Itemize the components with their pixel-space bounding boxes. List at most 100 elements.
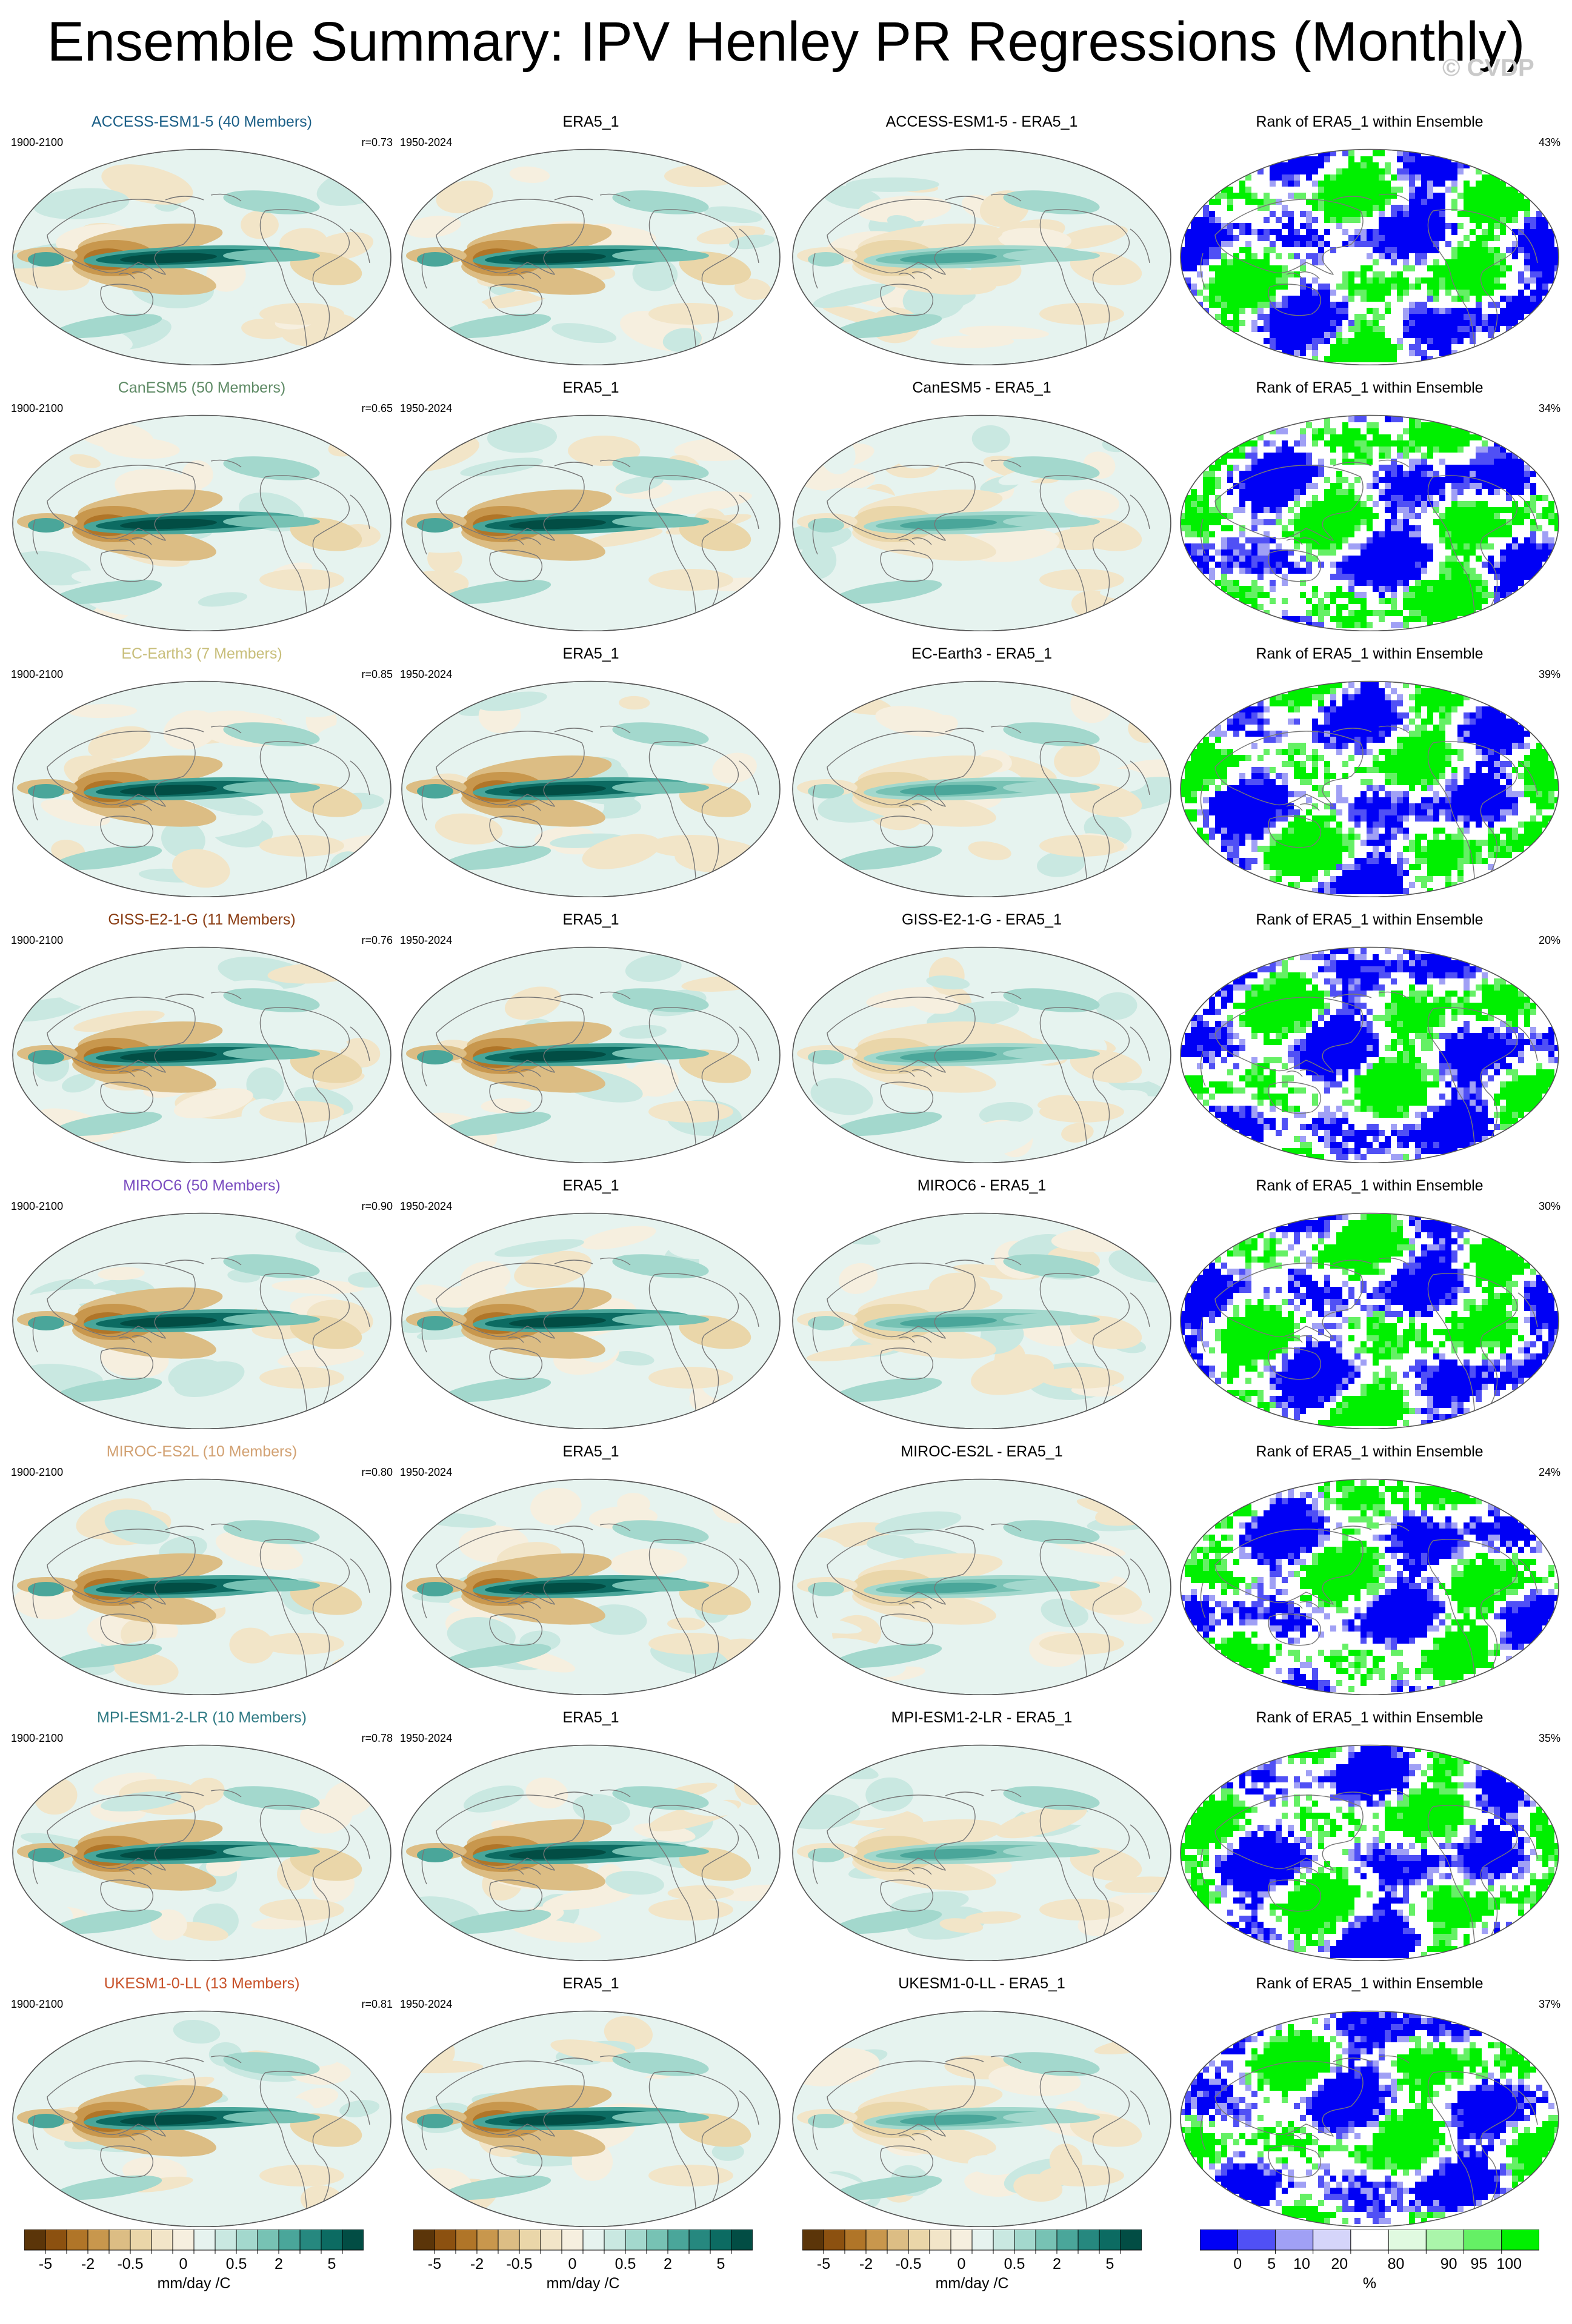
panel-period: 1950-2024 [400,402,453,414]
pattern-correlation: r=0.76 [361,934,393,946]
panel-title: EC-Earth3 (7 Members) [121,645,282,662]
panel-period: 1950-2024 [400,136,453,148]
colorbar-tick-label: -0.5 [117,2256,144,2273]
panel-title: UKESM1-0-LL - ERA5_1 [898,1975,1065,1992]
colorbar-swatch [993,2229,1015,2251]
colorbar-swatches [24,2229,364,2254]
colorbar-rank: 0 5 10 20 80 90 95 100% [1200,2229,1539,2296]
colorbar-swatch [24,2229,46,2251]
colorbar-swatch [1425,2229,1465,2251]
rank-percent: 43% [1538,136,1560,148]
colorbar-swatch [1035,2229,1057,2251]
panel-title: Rank of ERA5_1 within Ensemble [1256,1443,1484,1460]
panel-rank-giss-e2-1-g: Rank of ERA5_1 within Ensemble 20% [1179,911,1560,1163]
panel-model-canesm5: CanESM5 (50 Members) 1900-2100 r=0.65 [11,379,393,631]
colorbar-unit: mm/day /C [935,2275,1009,2292]
panel-model-ec-earth3: EC-Earth3 (7 Members) 1900-2100 r=0.85 [11,645,393,897]
colorbar-swatch [108,2229,131,2251]
rank-percent: 34% [1538,402,1560,414]
panel-diff-access-esm1-5: ACCESS-ESM1-5 - ERA5_1 [791,113,1173,365]
rank-map [1180,1212,1559,1429]
panel-period: 1900-2100 [11,402,64,414]
colorbar-swatch [540,2229,562,2251]
panel-title: Rank of ERA5_1 within Ensemble [1256,911,1484,928]
regression-map [792,1212,1171,1429]
colorbar-swatch [1200,2229,1238,2251]
rank-map [1180,148,1559,365]
panel-title: ERA5_1 [562,1443,619,1460]
colorbar-tick-label: 0 [957,2256,966,2273]
colorbar-swatch [929,2229,951,2251]
panel-rank-canesm5: Rank of ERA5_1 within Ensemble 34% [1179,379,1560,631]
colorbar-tick-label: 0 [179,2256,188,2273]
panel-model-miroc-es2l: MIROC-ES2L (10 Members) 1900-2100 r=0.80 [11,1443,393,1695]
colorbar-swatch [193,2229,216,2251]
panel-model-giss-e2-1-g: GISS-E2-1-G (11 Members) 1900-2100 r=0.76 [11,911,393,1163]
colorbar-tick-label: 2 [1053,2256,1061,2273]
panel-obs-access-esm1-5: ERA5_1 1950-2024 [400,113,782,365]
colorbar-swatch [667,2229,690,2251]
regression-map [12,1212,391,1429]
colorbar-regression: -5 -2 -0.5 0 0.5 2 5 mm/day /C [24,2229,364,2296]
colorbar-swatch [215,2229,237,2251]
regression-map [12,148,391,365]
panel-title: ERA5_1 [562,645,619,662]
panel-period: 1950-2024 [400,934,453,946]
regression-map [792,2010,1171,2227]
panel-obs-canesm5: ERA5_1 1950-2024 [400,379,782,631]
panel-title: MIROC6 (50 Members) [123,1177,281,1194]
rank-map [1180,1478,1559,1695]
colorbar-swatches [1200,2229,1539,2254]
colorbar-swatch [1313,2229,1351,2251]
colorbar-swatch [908,2229,930,2251]
colorbar-swatch [604,2229,626,2251]
panel-title: Rank of ERA5_1 within Ensemble [1256,1709,1484,1726]
rank-percent: 24% [1538,1466,1560,1478]
rank-percent: 35% [1538,1732,1560,1744]
regression-map [401,414,781,631]
regression-map [792,148,1171,365]
regression-map [792,1744,1171,1961]
colorbar-unit: mm/day /C [157,2275,231,2292]
panel-period: 1950-2024 [400,1200,453,1212]
rank-percent: 30% [1538,1200,1560,1212]
colorbar-tick-label: 2 [275,2256,283,2273]
colorbar-tick-label: -2 [859,2256,873,2273]
panel-diff-miroc6: MIROC6 - ERA5_1 [791,1177,1173,1429]
colorbar-unit: mm/day /C [546,2275,620,2292]
colorbar-tick-label: 0 [1233,2256,1242,2273]
panel-title: CanESM5 - ERA5_1 [912,379,1051,396]
regression-map [401,1212,781,1429]
panel-title: UKESM1-0-LL (13 Members) [104,1975,300,1992]
colorbar-swatch [625,2229,647,2251]
colorbar-swatch [87,2229,110,2251]
colorbar-swatches [413,2229,753,2254]
colorbar-tick-label: 0.5 [225,2256,247,2273]
rank-map [1180,414,1559,631]
panel-title: ACCESS-ESM1-5 - ERA5_1 [885,113,1078,130]
panel-rank-ec-earth3: Rank of ERA5_1 within Ensemble 39% [1179,645,1560,897]
panel-title: ERA5_1 [562,113,619,130]
colorbar-swatch [561,2229,584,2251]
colorbar-swatch [321,2229,343,2251]
rank-map [1180,946,1559,1163]
panel-title: Rank of ERA5_1 within Ensemble [1256,1975,1484,1992]
colorbar-swatch [257,2229,279,2251]
panel-diff-ec-earth3: EC-Earth3 - ERA5_1 [791,645,1173,897]
panel-title: GISS-E2-1-G - ERA5_1 [902,911,1062,928]
panel-diff-mpi-esm1-2-lr: MPI-ESM1-2-LR - ERA5_1 [791,1708,1173,1961]
pattern-correlation: r=0.90 [361,1200,393,1212]
colorbar-swatch [1120,2229,1142,2251]
pattern-correlation: r=0.65 [361,402,393,414]
pattern-correlation: r=0.78 [361,1732,393,1744]
panel-period: 1950-2024 [400,1466,453,1478]
panel-period: 1900-2100 [11,1466,64,1478]
colorbar-swatch [1014,2229,1036,2251]
panel-title: GISS-E2-1-G (11 Members) [108,911,296,928]
colorbar-swatch [45,2229,67,2251]
rank-map [1180,2010,1559,2227]
colorbar-swatch [236,2229,258,2251]
panel-model-ukesm1-0-ll: UKESM1-0-LL (13 Members) 1900-2100 r=0.81 [11,1974,393,2227]
colorbar-unit: % [1362,2275,1377,2292]
panel-title: Rank of ERA5_1 within Ensemble [1256,379,1484,396]
